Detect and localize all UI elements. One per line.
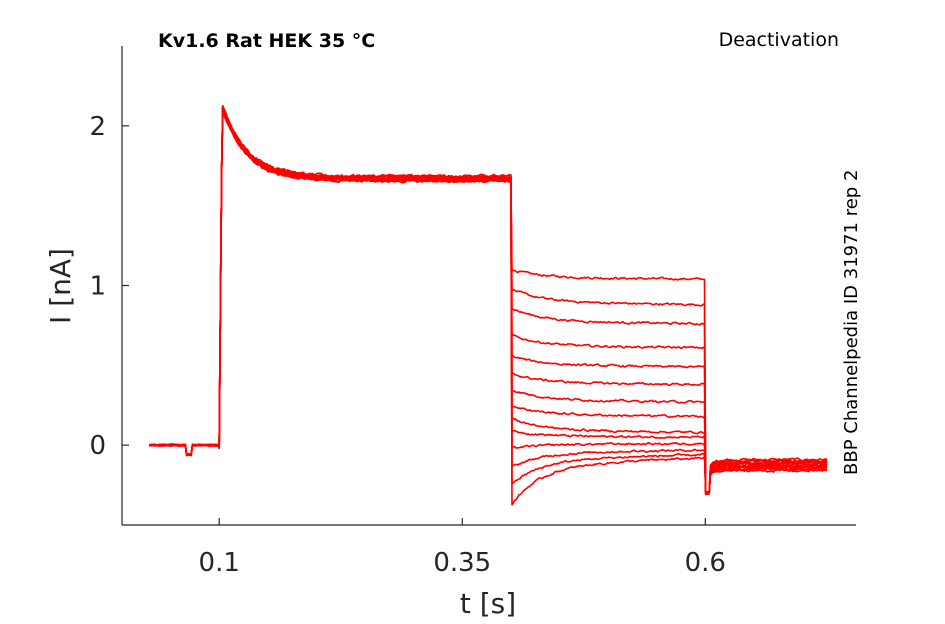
protocol-label: Deactivation (719, 29, 839, 51)
current-trace (149, 106, 827, 495)
current-trace (149, 104, 828, 493)
current-trace (148, 108, 828, 494)
current-trace (149, 106, 828, 495)
current-trace (148, 108, 828, 494)
x-axis-label: t [s] (460, 587, 516, 620)
current-trace (148, 105, 828, 495)
y-axis-label: I [nA] (44, 248, 77, 324)
axes (121, 46, 856, 526)
current-trace (149, 105, 828, 495)
current-trace (149, 106, 828, 495)
y-tick-label: 0 (89, 431, 106, 461)
y-tick-label: 2 (89, 112, 106, 142)
current-trace (149, 107, 828, 506)
current-trace (149, 108, 828, 496)
y-ticks: 0 1 2 (89, 112, 129, 461)
current-trace (149, 105, 827, 494)
x-tick-label: 0.1 (199, 548, 240, 578)
source-id-label: BBP Channelpedia ID 31971 rep 2 (841, 170, 862, 475)
x-tick-label: 0.6 (685, 548, 726, 578)
y-tick-label: 1 (89, 272, 106, 302)
current-trace (149, 111, 828, 495)
current-trace (149, 110, 828, 496)
chart-title: Kv1.6 Rat HEK 35 °C (158, 30, 375, 52)
x-tick-label: 0.35 (433, 548, 491, 578)
current-trace (149, 110, 828, 494)
current-traces (148, 104, 828, 506)
x-ticks: 0.1 0.35 0.6 (199, 518, 726, 578)
